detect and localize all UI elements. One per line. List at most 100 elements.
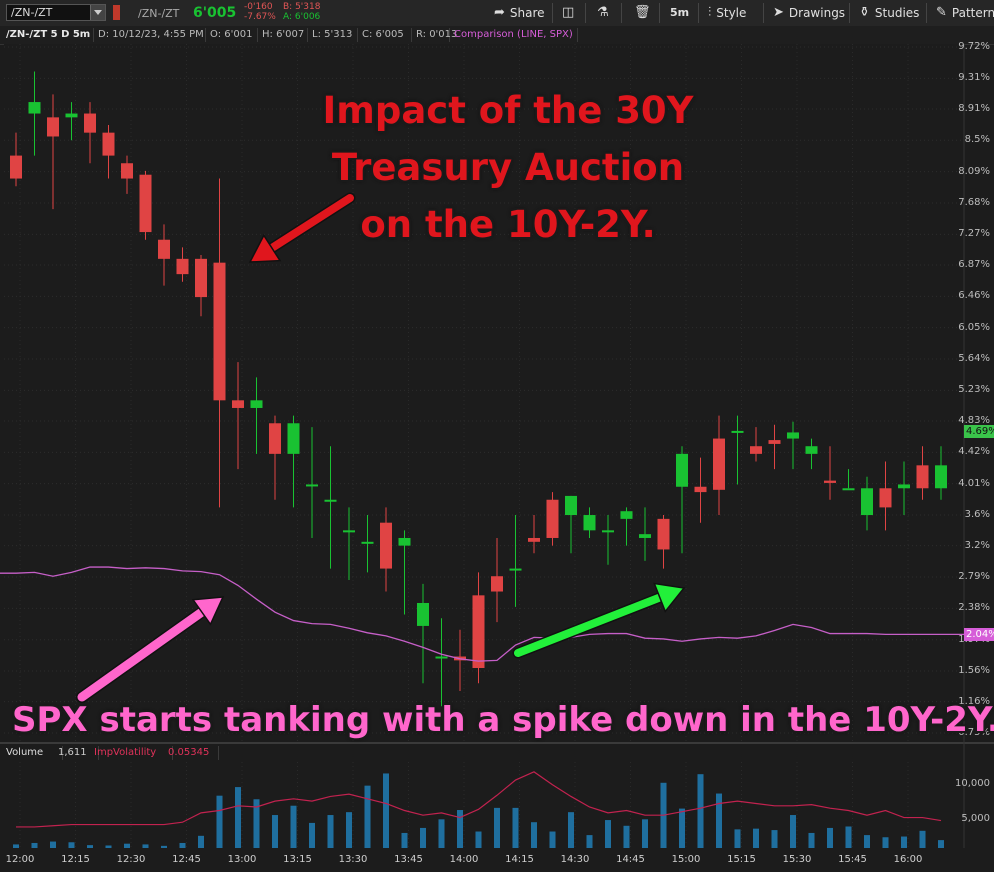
price-tick: 8.5% bbox=[964, 134, 990, 146]
candle-down bbox=[713, 438, 725, 490]
snapshot-button[interactable]: ◫ bbox=[562, 0, 574, 26]
volume-bar bbox=[753, 828, 759, 848]
timeframe-label: 5m bbox=[670, 6, 690, 19]
candle-up bbox=[324, 499, 337, 502]
volume-bar bbox=[845, 826, 852, 848]
impvol-value: 0.05345 bbox=[164, 746, 219, 760]
volume-bar bbox=[50, 841, 56, 848]
volume-bar bbox=[716, 793, 722, 848]
impvol-label: ImpVolatility bbox=[90, 746, 173, 760]
volume-bar bbox=[938, 840, 944, 848]
share-icon: ➦ bbox=[494, 5, 505, 20]
volume-bar bbox=[679, 808, 685, 848]
volume-bar bbox=[87, 845, 93, 848]
drawings-button[interactable]: ➤ Drawings bbox=[773, 0, 845, 26]
price-tick: 8.09% bbox=[958, 165, 990, 177]
candle-down bbox=[232, 400, 244, 408]
ref-symbol: /ZN-/ZT bbox=[138, 7, 180, 20]
share-button[interactable]: ➦ Share bbox=[494, 0, 545, 26]
patterns-button[interactable]: ✎ Pattern bbox=[936, 0, 994, 26]
recovery-arrow bbox=[512, 582, 686, 659]
pattern-icon: ✎ bbox=[936, 5, 947, 20]
volume-bar bbox=[864, 835, 870, 848]
timeframe-button[interactable]: 5m bbox=[670, 0, 689, 26]
bid-price: B: 5'318 bbox=[283, 2, 321, 12]
auction-annotation-line-1: Impact of the 30Y bbox=[322, 89, 694, 132]
candle-down bbox=[879, 488, 892, 508]
volume-bar bbox=[660, 782, 667, 848]
volume-bar bbox=[438, 819, 445, 848]
candle-up bbox=[676, 453, 688, 487]
candle-down bbox=[176, 258, 189, 275]
time-tick: 13:30 bbox=[338, 854, 368, 865]
volume-bar bbox=[105, 845, 112, 848]
volume-bar bbox=[531, 822, 537, 848]
price-tick: 0.75% bbox=[958, 727, 990, 738]
flask-icon: ⚗ bbox=[597, 5, 609, 20]
candle-up bbox=[787, 432, 799, 439]
impvol-line bbox=[16, 771, 942, 828]
price-tick: 4.83% bbox=[958, 414, 990, 426]
price-tick: 7.27% bbox=[958, 228, 990, 240]
cursor-icon: ➤ bbox=[773, 5, 784, 20]
volume-tick-10000: 10,000 bbox=[955, 778, 990, 789]
volume-bar bbox=[235, 787, 241, 848]
candle-down bbox=[824, 480, 836, 483]
volume-bar bbox=[124, 843, 130, 848]
symbol-input[interactable]: /ZN-/ZT bbox=[6, 4, 106, 21]
bar-close: C: 6'005 bbox=[358, 28, 412, 42]
style-button[interactable]: ⫶ Style bbox=[708, 0, 746, 26]
volume-bar bbox=[512, 807, 519, 848]
candle-up bbox=[805, 446, 818, 454]
volume-bar bbox=[771, 830, 778, 848]
volume-bar bbox=[605, 820, 611, 848]
volume-bar bbox=[142, 844, 149, 848]
candle-up bbox=[250, 400, 263, 408]
volume-bar bbox=[364, 785, 371, 848]
candle-down bbox=[269, 423, 281, 454]
delete-button[interactable]: 🗑 bbox=[634, 0, 651, 26]
time-tick: 13:15 bbox=[283, 854, 312, 865]
volume-bar bbox=[734, 829, 741, 848]
patterns-label: Pattern bbox=[951, 6, 994, 20]
volume-bar bbox=[642, 819, 648, 848]
symbol-dropdown-icon[interactable] bbox=[90, 5, 105, 20]
volume-bar bbox=[309, 822, 315, 848]
price-tick: 9.31% bbox=[958, 72, 990, 84]
studies-button[interactable]: ⚱ Studies bbox=[859, 0, 919, 26]
symbol-input-text: /ZN-/ZT bbox=[11, 6, 53, 19]
chart-symbol: /ZN-/ZT 5 D 5m bbox=[2, 28, 94, 42]
price-tick: 6.05% bbox=[958, 321, 990, 333]
flag-icon[interactable] bbox=[113, 5, 120, 20]
candle-up bbox=[583, 515, 596, 531]
ask-price: A: 6'006 bbox=[283, 12, 321, 22]
volume-bar bbox=[179, 842, 186, 848]
candle-down bbox=[195, 258, 207, 298]
volume-bar bbox=[327, 815, 334, 848]
time-tick: 15:00 bbox=[671, 854, 701, 865]
candle-down bbox=[102, 132, 115, 156]
candle-up bbox=[287, 423, 300, 454]
candle-down bbox=[528, 537, 540, 542]
lab-button[interactable]: ⚗ bbox=[597, 0, 609, 26]
candle-up bbox=[620, 511, 633, 519]
price-tick: 1.56% bbox=[958, 665, 990, 677]
time-tick: 14:00 bbox=[449, 854, 479, 865]
time-tick: 16:00 bbox=[893, 854, 923, 865]
candle-down bbox=[213, 262, 226, 401]
time-tick: 12:30 bbox=[116, 854, 146, 865]
volume-bar bbox=[161, 845, 167, 848]
last-price-badge: 4.69% bbox=[964, 425, 994, 438]
candle-down bbox=[158, 239, 170, 259]
time-tick: 13:00 bbox=[227, 854, 257, 865]
candle-up bbox=[639, 534, 651, 538]
volume-bar bbox=[272, 815, 278, 848]
spx-comparison-line bbox=[0, 566, 964, 662]
volume-bar bbox=[882, 837, 889, 848]
candle-up bbox=[935, 465, 947, 489]
volume-bar bbox=[13, 844, 19, 848]
volume-bar bbox=[216, 795, 223, 848]
candle-down bbox=[750, 446, 762, 454]
price-tick: 1.16% bbox=[958, 695, 990, 707]
volume-bar bbox=[475, 831, 482, 848]
